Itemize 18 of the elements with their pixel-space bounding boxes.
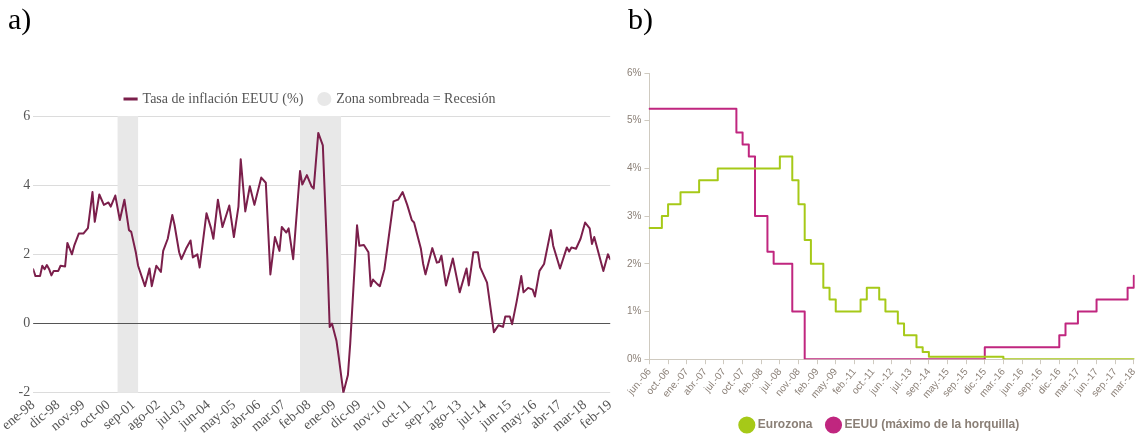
y-tick-label: 2%	[627, 257, 642, 269]
legend-label: Eurozona	[757, 417, 813, 432]
y-tick-label: 1%	[627, 305, 642, 317]
y-tick-label: 3%	[627, 209, 642, 221]
legend-label: EEUU (máximo de la horquilla)	[844, 417, 1020, 432]
y-tick-label: 4%	[627, 162, 642, 174]
legend-label: Zona sombreada = Recesión	[336, 90, 496, 106]
y-tick-label: 4	[23, 176, 31, 192]
y-tick-label: 2	[23, 245, 31, 261]
legend-label: Tasa de inflación EEUU (%)	[142, 90, 304, 107]
y-tick-label: -2	[18, 384, 31, 400]
y-tick-label: 0%	[627, 352, 642, 364]
y-tick-label: 0	[23, 315, 31, 331]
y-tick-label: 6	[23, 107, 31, 123]
chart-title: a)	[8, 2, 32, 36]
y-tick-label: 6%	[627, 66, 642, 78]
y-tick-label: 5%	[627, 114, 642, 126]
chart-title: b)	[628, 2, 653, 36]
